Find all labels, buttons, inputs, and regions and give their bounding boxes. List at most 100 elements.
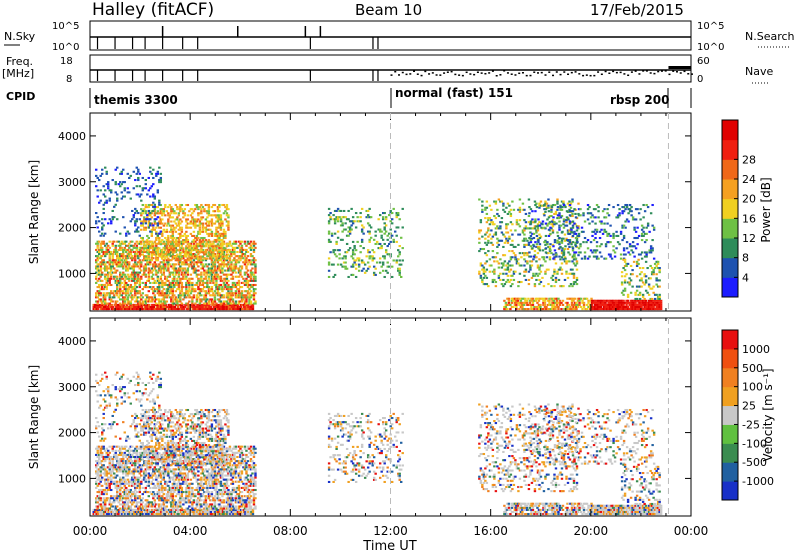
range-cell xyxy=(587,299,590,302)
range-cell xyxy=(550,276,553,279)
range-cell xyxy=(221,253,224,256)
range-cell xyxy=(101,263,104,266)
range-cell xyxy=(643,275,646,278)
range-cell xyxy=(156,206,160,209)
range-cell xyxy=(558,228,561,231)
range-cell xyxy=(170,247,173,250)
range-cell xyxy=(162,242,166,245)
range-cell xyxy=(195,294,199,297)
range-cell xyxy=(636,243,639,246)
range-cell xyxy=(529,260,532,263)
range-cell xyxy=(159,181,163,184)
range-cell xyxy=(170,283,173,287)
range-cell xyxy=(99,199,102,202)
range-cell xyxy=(177,300,181,303)
range-cell xyxy=(113,277,116,280)
range-cell xyxy=(158,241,161,244)
range-cell xyxy=(117,261,120,264)
range-cell xyxy=(122,296,125,299)
radar-title: Halley (fitACF) xyxy=(92,0,214,20)
range-cell xyxy=(198,292,202,295)
range-cell xyxy=(210,300,214,303)
range-cell xyxy=(570,230,573,233)
range-cell xyxy=(155,257,158,260)
range-cell xyxy=(357,263,361,266)
range-cell xyxy=(123,275,126,278)
range-cell xyxy=(188,247,191,250)
range-cell xyxy=(150,240,154,243)
range-cell xyxy=(646,308,649,311)
range-cell xyxy=(101,305,104,309)
range-cell xyxy=(144,250,147,254)
range-cell xyxy=(592,208,596,211)
range-cell xyxy=(623,264,627,267)
range-cell xyxy=(140,275,143,278)
range-cell xyxy=(228,273,232,276)
range-cell xyxy=(141,220,144,223)
range-cell xyxy=(139,303,142,306)
range-cell xyxy=(135,220,138,223)
range-cell xyxy=(518,225,522,228)
range-cell xyxy=(96,250,99,254)
range-cell xyxy=(114,230,117,233)
range-cell xyxy=(194,248,197,251)
nave-point xyxy=(612,70,615,73)
range-cell xyxy=(117,183,120,186)
range-cell xyxy=(508,280,511,284)
nave-point xyxy=(627,74,630,77)
range-cell xyxy=(517,208,520,211)
range-cell xyxy=(351,253,355,256)
range-cell xyxy=(221,271,224,274)
range-cell xyxy=(539,280,543,284)
range-cell xyxy=(125,281,128,284)
range-cell xyxy=(138,172,141,175)
range-cell xyxy=(659,303,663,306)
range-cell xyxy=(652,305,655,309)
range-cell xyxy=(574,245,578,248)
range-cell xyxy=(143,273,146,276)
range-cell xyxy=(557,278,561,281)
range-cell xyxy=(144,203,147,207)
range-cell xyxy=(165,243,169,246)
range-cell xyxy=(119,181,122,184)
range-cell xyxy=(621,226,624,229)
range-cell xyxy=(222,212,226,215)
range-cell xyxy=(499,227,502,230)
range-cell xyxy=(185,224,188,227)
range-cell xyxy=(188,296,191,299)
range-cell xyxy=(197,212,200,215)
range-cell xyxy=(222,281,226,284)
range-cell xyxy=(144,183,147,186)
range-cell xyxy=(494,285,498,288)
range-cell xyxy=(510,305,514,309)
range-cell xyxy=(206,281,209,284)
range-cell xyxy=(98,201,101,204)
range-cell xyxy=(212,253,215,256)
range-cell xyxy=(559,206,563,209)
range-cell xyxy=(164,243,167,246)
range-cell xyxy=(189,253,193,256)
range-cell xyxy=(505,268,508,271)
range-cell xyxy=(98,269,101,272)
range-cell xyxy=(104,296,107,299)
range-cell xyxy=(590,297,593,300)
range-cell xyxy=(213,296,217,299)
range-cell xyxy=(643,305,646,309)
range-cell xyxy=(553,256,556,259)
range-cell xyxy=(134,300,137,303)
range-cell xyxy=(182,275,185,278)
range-cell xyxy=(529,245,533,248)
range-cell xyxy=(210,214,214,217)
range-cell xyxy=(104,253,107,256)
range-cell xyxy=(509,208,513,211)
range-cell xyxy=(576,303,580,306)
range-cell xyxy=(101,246,104,249)
range-cell xyxy=(126,187,129,190)
range-cell xyxy=(224,230,227,233)
range-cell xyxy=(153,247,157,250)
range-cell xyxy=(188,294,191,297)
range-cell xyxy=(647,299,651,302)
range-cell xyxy=(554,297,557,300)
range-cell xyxy=(185,275,188,278)
range-cell xyxy=(182,294,185,297)
